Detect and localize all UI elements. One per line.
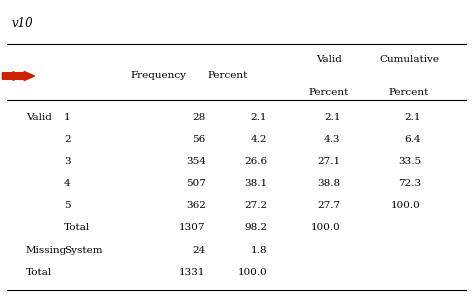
Text: Missing: Missing bbox=[26, 246, 67, 255]
Text: 24: 24 bbox=[193, 246, 206, 255]
Text: 33.5: 33.5 bbox=[398, 157, 421, 166]
Text: 4.2: 4.2 bbox=[251, 135, 267, 144]
Text: 38.8: 38.8 bbox=[317, 179, 341, 188]
Text: 4.3: 4.3 bbox=[324, 135, 341, 144]
Text: Cumulative: Cumulative bbox=[379, 55, 439, 64]
Text: 2.1: 2.1 bbox=[324, 112, 341, 122]
Text: 100.0: 100.0 bbox=[391, 201, 421, 210]
Text: Percent: Percent bbox=[308, 88, 349, 97]
Text: 26.6: 26.6 bbox=[244, 157, 267, 166]
Text: 27.1: 27.1 bbox=[317, 157, 341, 166]
Text: 362: 362 bbox=[186, 201, 206, 210]
Text: Valid: Valid bbox=[316, 55, 342, 64]
Text: Percent: Percent bbox=[208, 71, 248, 81]
Text: 3: 3 bbox=[64, 157, 70, 166]
Text: Percent: Percent bbox=[389, 88, 429, 97]
Text: 100.0: 100.0 bbox=[237, 268, 267, 277]
Text: 27.2: 27.2 bbox=[244, 201, 267, 210]
FancyArrow shape bbox=[2, 71, 35, 81]
Text: 27.7: 27.7 bbox=[317, 201, 341, 210]
Text: 56: 56 bbox=[193, 135, 206, 144]
Text: 2: 2 bbox=[64, 135, 70, 144]
Text: 1.8: 1.8 bbox=[251, 246, 267, 255]
Text: Frequency: Frequency bbox=[131, 71, 187, 81]
Text: 6.4: 6.4 bbox=[404, 135, 421, 144]
Text: 72.3: 72.3 bbox=[398, 179, 421, 188]
Text: Total: Total bbox=[26, 268, 52, 277]
Text: 354: 354 bbox=[186, 157, 206, 166]
Text: 4: 4 bbox=[64, 179, 70, 188]
Text: Valid: Valid bbox=[26, 112, 52, 122]
Text: 100.0: 100.0 bbox=[311, 223, 341, 233]
Text: System: System bbox=[64, 246, 102, 255]
Text: 1307: 1307 bbox=[179, 223, 206, 233]
Text: 5: 5 bbox=[64, 201, 70, 210]
Text: 98.2: 98.2 bbox=[244, 223, 267, 233]
Text: v10: v10 bbox=[12, 17, 34, 30]
Text: 2.1: 2.1 bbox=[404, 112, 421, 122]
Text: 1: 1 bbox=[64, 112, 70, 122]
Text: 507: 507 bbox=[186, 179, 206, 188]
Text: 1331: 1331 bbox=[179, 268, 206, 277]
Text: 2.1: 2.1 bbox=[251, 112, 267, 122]
Text: 28: 28 bbox=[193, 112, 206, 122]
Text: Total: Total bbox=[64, 223, 90, 233]
Text: 38.1: 38.1 bbox=[244, 179, 267, 188]
